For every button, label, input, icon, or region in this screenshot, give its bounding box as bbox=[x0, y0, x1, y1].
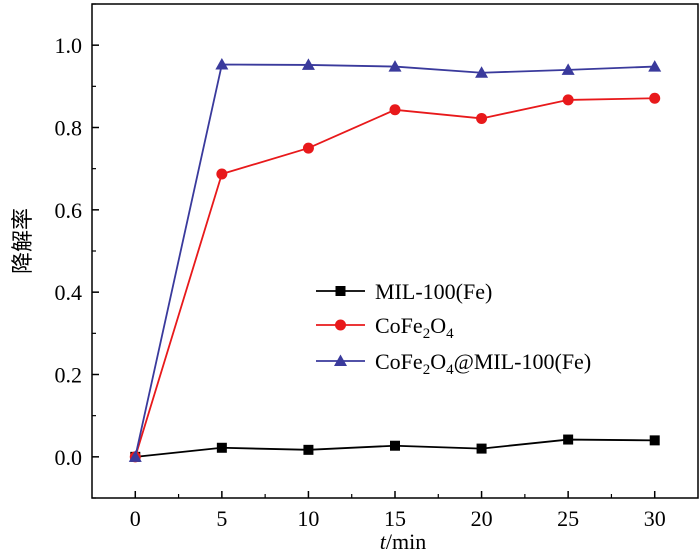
data-point bbox=[561, 63, 575, 75]
plot-border bbox=[91, 3, 699, 499]
x-axis-label: t/min bbox=[380, 529, 426, 554]
data-point bbox=[476, 112, 488, 124]
y-tick-label: 0.4 bbox=[55, 280, 83, 305]
series-1 bbox=[130, 434, 660, 462]
y-tick-label: 0.0 bbox=[55, 445, 83, 470]
y-axis-label: 降解率 bbox=[10, 208, 35, 274]
series-2 bbox=[129, 92, 661, 463]
legend: MIL-100(Fe) CoFe2O4 CoFe2O4@MIL-100(Fe) bbox=[316, 279, 591, 378]
data-point bbox=[303, 444, 314, 455]
series-line bbox=[134, 63, 655, 458]
legend-label: MIL-100(Fe) bbox=[375, 279, 492, 304]
y-tick-label: 0.6 bbox=[55, 198, 83, 223]
data-point bbox=[215, 58, 229, 70]
legend-marker bbox=[334, 354, 347, 366]
x-tick-label: 10 bbox=[297, 506, 319, 531]
series-layer bbox=[128, 58, 662, 463]
series-line bbox=[134, 97, 655, 458]
legend-label: CoFe2O4 bbox=[375, 313, 454, 342]
data-point bbox=[390, 440, 400, 451]
data-point bbox=[649, 92, 661, 104]
x-tick-label: 5 bbox=[216, 506, 227, 531]
y-tick-label: 0.2 bbox=[55, 363, 83, 388]
data-point bbox=[649, 435, 660, 446]
data-point bbox=[475, 66, 489, 78]
data-point bbox=[648, 60, 662, 72]
data-point bbox=[388, 60, 402, 72]
x-tick-label: 25 bbox=[557, 506, 579, 531]
data-point bbox=[128, 450, 142, 462]
x-tick-label: 0 bbox=[130, 506, 141, 531]
data-point bbox=[301, 58, 315, 70]
x-tick-label: 20 bbox=[471, 506, 493, 531]
legend-marker bbox=[335, 319, 346, 331]
data-point bbox=[476, 443, 487, 454]
legend-marker bbox=[335, 286, 346, 296]
y-axis: 0.0 0.2 0.4 0.6 0.8 1.0 bbox=[55, 3, 99, 499]
data-point bbox=[216, 168, 228, 180]
series-3 bbox=[128, 58, 662, 462]
data-point bbox=[562, 94, 574, 106]
y-tick-label: 1.0 bbox=[55, 33, 83, 58]
y-tick-label: 0.8 bbox=[55, 116, 83, 141]
legend-item: CoFe2O4 bbox=[316, 313, 454, 342]
data-point bbox=[216, 442, 227, 453]
legend-item: CoFe2O4@MIL-100(Fe) bbox=[316, 349, 591, 378]
x-tick-label: 30 bbox=[644, 506, 666, 531]
x-tick-label: 15 bbox=[384, 506, 406, 531]
legend-item: MIL-100(Fe) bbox=[316, 279, 492, 304]
x-axis: 0 5 10 15 20 25 30 bbox=[130, 491, 666, 531]
data-point bbox=[563, 434, 574, 445]
plot-frame bbox=[91, 3, 699, 499]
data-point bbox=[302, 142, 314, 154]
data-point bbox=[389, 104, 401, 116]
legend-label: CoFe2O4@MIL-100(Fe) bbox=[375, 349, 591, 378]
